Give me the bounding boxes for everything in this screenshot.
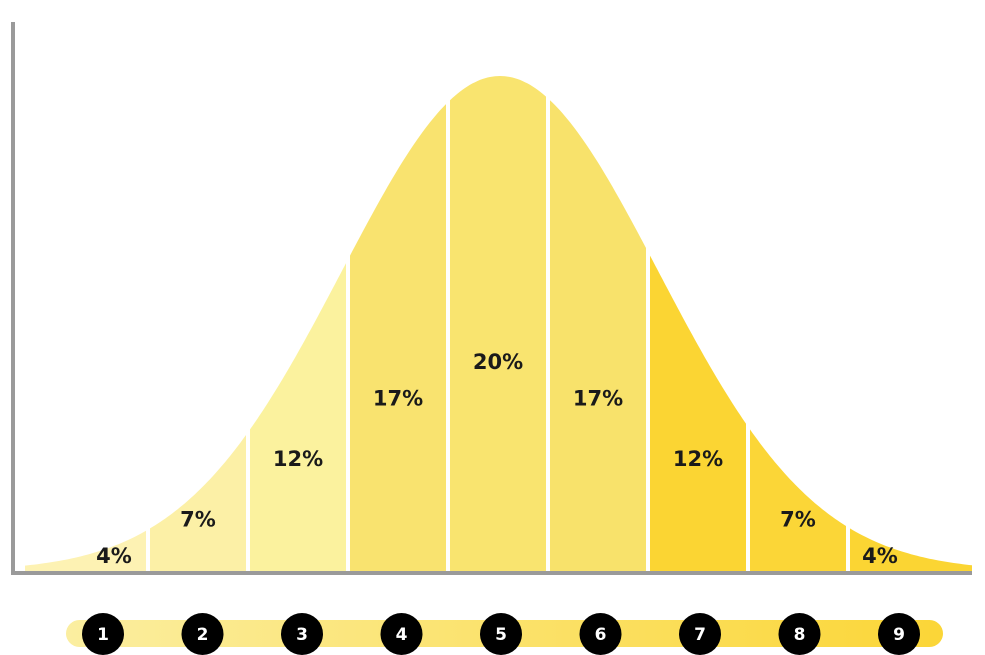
step-marker-1: 1: [82, 613, 124, 655]
curve-segment-8: [750, 429, 850, 571]
percentage-label-3: 12%: [273, 447, 323, 471]
step-marker-3: 3: [281, 613, 323, 655]
percentage-label-5: 20%: [473, 350, 523, 374]
step-marker-6: 6: [579, 613, 622, 655]
step-circle: [480, 613, 522, 655]
step-number-5: 5: [495, 625, 507, 645]
curve-segments: [25, 76, 972, 571]
step-number-7: 7: [694, 625, 706, 645]
percentage-label-9: 4%: [862, 544, 898, 568]
curve-segment-9: [850, 528, 972, 571]
step-circle: [579, 613, 622, 655]
step-number-2: 2: [197, 625, 209, 645]
curve-segment-1: [25, 528, 150, 571]
step-number-8: 8: [794, 625, 806, 645]
curve-segment-4: [350, 100, 450, 571]
segment-separators: [146, 88, 850, 572]
curve-segment-6: [550, 100, 650, 571]
step-number-1: 1: [97, 625, 109, 645]
step-number-9: 9: [893, 625, 905, 645]
step-marker-8: 8: [778, 613, 821, 655]
step-circle: [878, 613, 920, 655]
curve-segment-2: [150, 429, 250, 571]
percentage-label-7: 12%: [673, 447, 723, 471]
percentage-label-8: 7%: [780, 508, 816, 532]
step-markers: 1 2 3 4 5 6 7 8 9: [82, 613, 920, 655]
step-number-3: 3: [296, 625, 308, 645]
step-circle: [82, 613, 124, 655]
percentage-labels: 4% 7% 12% 17% 20% 17% 12% 7% 4%: [96, 350, 898, 568]
curve-segment-7: [650, 255, 750, 571]
step-marker-7: 7: [679, 613, 721, 655]
curve-segment-3: [250, 255, 350, 571]
percentage-label-2: 7%: [180, 508, 216, 532]
step-number-4: 4: [396, 625, 408, 645]
curve-segment-5: [450, 76, 550, 571]
step-circle: [181, 613, 224, 655]
step-marker-4: 4: [380, 613, 423, 655]
percentage-label-4: 17%: [373, 386, 423, 410]
step-marker-5: 5: [480, 613, 522, 655]
step-number-6: 6: [595, 625, 607, 645]
step-circle: [281, 613, 323, 655]
step-marker-9: 9: [878, 613, 920, 655]
step-circle: [380, 613, 423, 655]
percentage-label-1: 4%: [96, 544, 132, 568]
step-circle: [778, 613, 821, 655]
step-marker-2: 2: [181, 613, 224, 655]
percentage-label-6: 17%: [573, 386, 623, 410]
step-circle: [679, 613, 721, 655]
